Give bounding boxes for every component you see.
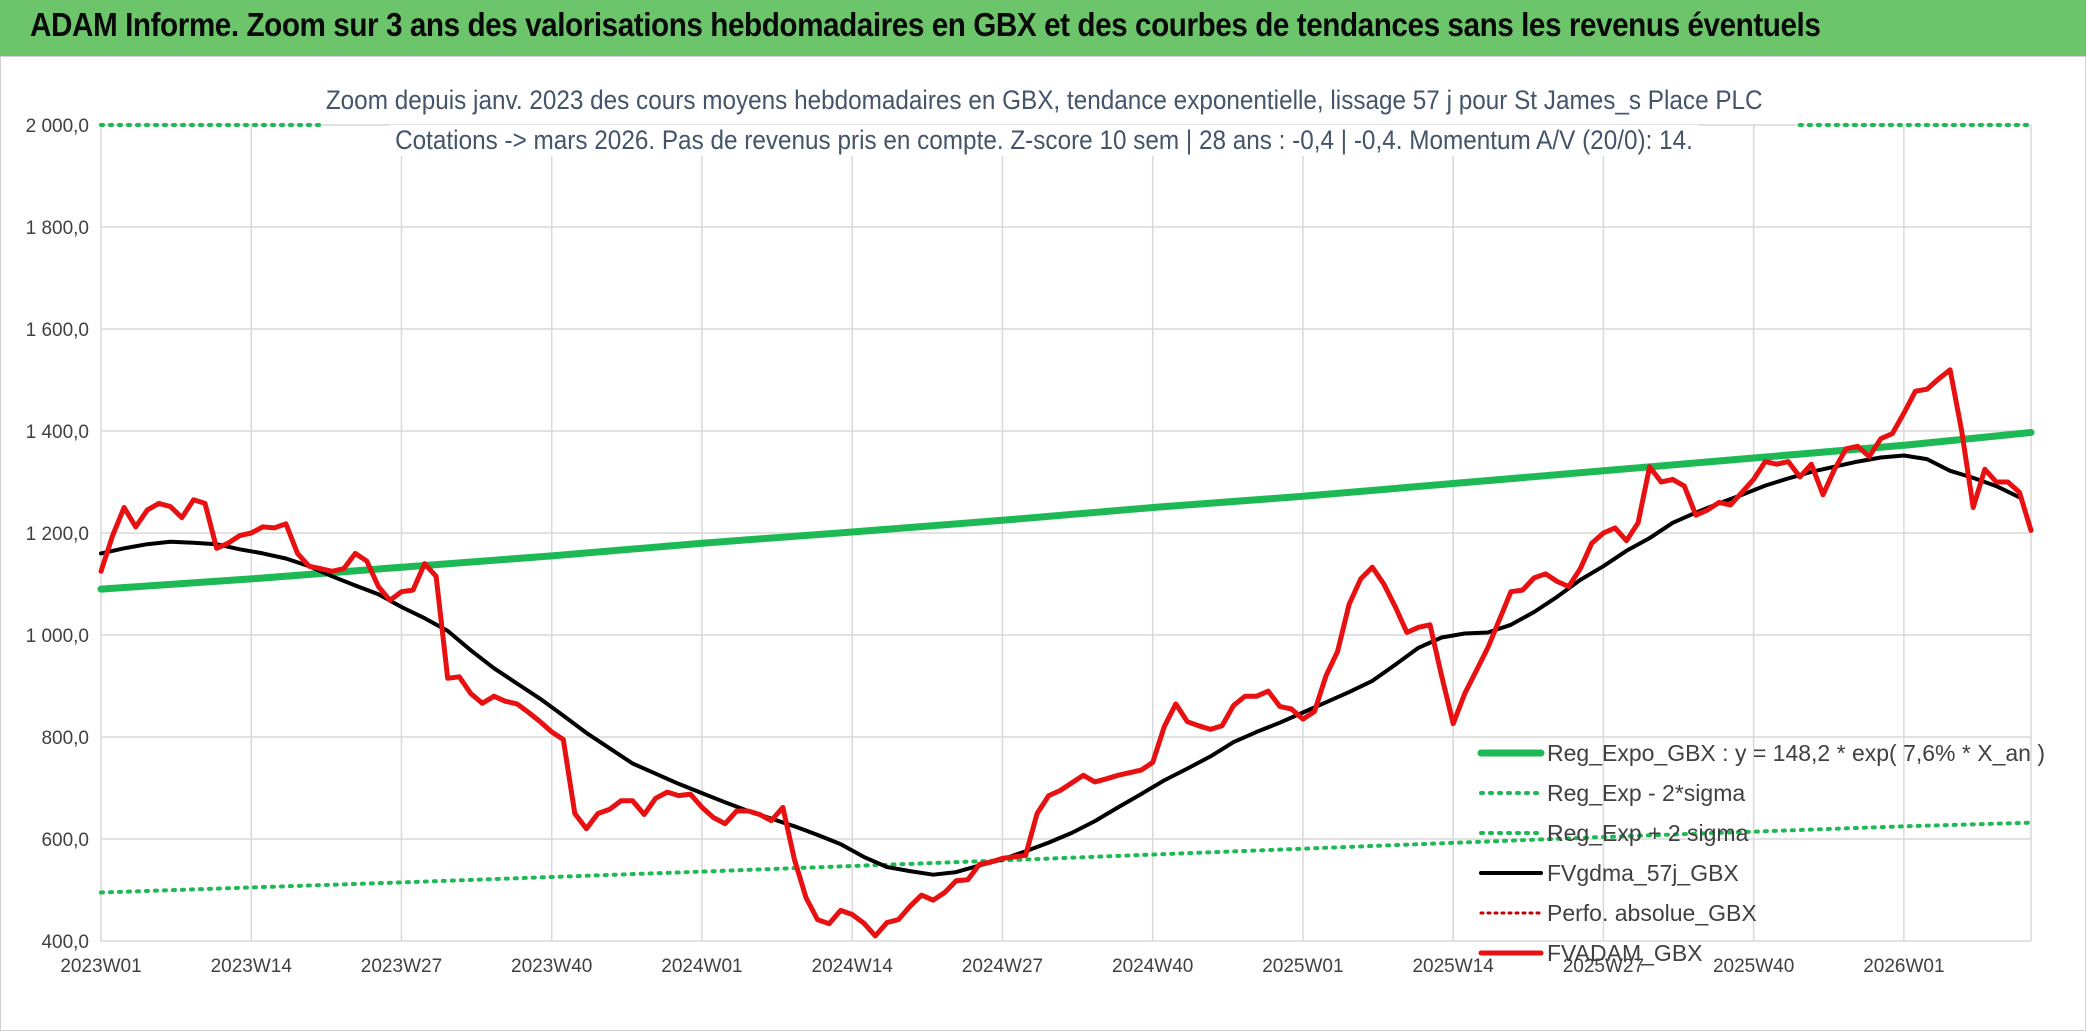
series-group xyxy=(97,123,2035,939)
y-tick-label: 1 200,0 xyxy=(26,524,89,545)
x-tick-label: 2023W01 xyxy=(60,956,141,977)
x-tick-label: 2023W27 xyxy=(361,956,442,977)
reg-expo-line xyxy=(97,429,2035,593)
x-tick-label: 2025W40 xyxy=(1713,956,1794,977)
x-tick-label: 2026W01 xyxy=(1863,956,1944,977)
page-title: ADAM Informe. Zoom sur 3 ans des valoris… xyxy=(30,6,1821,43)
chart-subtitle-line1: Zoom depuis janv. 2023 des cours moyens … xyxy=(1,85,2086,116)
chart-area: 2 000,0 1 800,0 1 600,0 1 400,0 1 200,0 1 000… xyxy=(0,56,2086,1031)
y-tick-label: 1 600,0 xyxy=(26,320,89,341)
x-tick-label: 2025W27 xyxy=(1563,956,1644,977)
x-tick-label: 2024W40 xyxy=(1112,956,1193,977)
y-tick-label: 1 000,0 xyxy=(26,626,89,647)
reg-exp-minus-2sigma-line xyxy=(99,820,2033,895)
chart-subtitle-line2: Cotations -> mars 2026. Pas de revenus p… xyxy=(1,125,2086,156)
x-tick-label: 2023W14 xyxy=(211,956,293,977)
line-chart: 2 000,0 1 800,0 1 600,0 1 400,0 1 200,0 1 000… xyxy=(26,116,2045,977)
y-tick-label: 400,0 xyxy=(41,932,89,953)
x-tick-label: 2024W14 xyxy=(812,956,894,977)
chart-subtitle-line2-text: Cotations -> mars 2026. Pas de revenus p… xyxy=(389,125,1699,156)
y-tick-label: 800,0 xyxy=(41,728,89,749)
x-tick-label: 2025W01 xyxy=(1262,956,1343,977)
y-axis-ticks: 2 000,0 1 800,0 1 600,0 1 400,0 1 200,0 1 000… xyxy=(26,116,89,953)
x-tick-label: 2024W27 xyxy=(962,956,1043,977)
header-banner: ADAM Informe. Zoom sur 3 ans des valoris… xyxy=(0,0,2086,56)
legend-label: Reg_Exp + 2 sigma xyxy=(1547,820,1749,846)
x-tick-label: 2024W01 xyxy=(661,956,742,977)
x-axis-ticks: 2023W01 2023W14 2023W27 2023W40 2024W01 2024W… xyxy=(60,956,1944,977)
x-tick-label: 2023W40 xyxy=(511,956,592,977)
grid xyxy=(100,124,2032,942)
legend: Reg_Expo_GBX : y = 148,2 * exp( 7,6% * X… xyxy=(1477,740,2045,966)
y-tick-label: 600,0 xyxy=(41,830,89,851)
legend-label: Reg_Exp - 2*sigma xyxy=(1547,780,1745,806)
fvadam-line xyxy=(98,367,2034,939)
legend-label: Reg_Expo_GBX : y = 148,2 * exp( 7,6% * X… xyxy=(1547,740,2045,766)
legend-label: FVADAM_GBX xyxy=(1547,940,1703,966)
y-tick-label: 1 800,0 xyxy=(26,218,89,239)
y-tick-label: 2 000,0 xyxy=(26,116,89,137)
legend-label: Perfo. absolue_GBX xyxy=(1547,900,1757,926)
chart-subtitle-line1-text: Zoom depuis janv. 2023 des cours moyens … xyxy=(320,85,1768,116)
x-tick-label: 2025W14 xyxy=(1412,956,1494,977)
legend-label: FVgdma_57j_GBX xyxy=(1547,860,1739,886)
y-tick-label: 1 400,0 xyxy=(26,422,89,443)
